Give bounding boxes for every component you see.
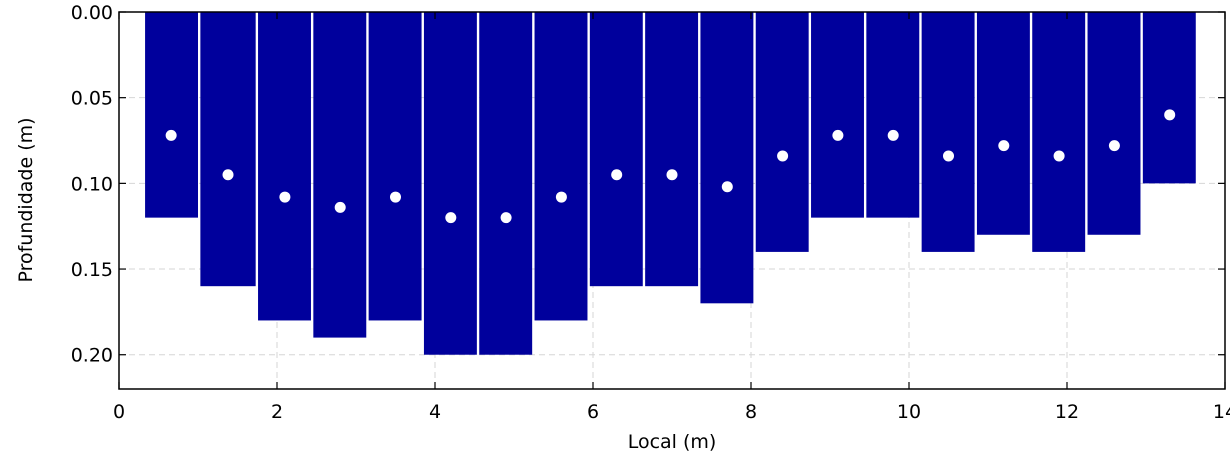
bar-series bbox=[145, 12, 1196, 355]
depth-point-7 bbox=[500, 212, 512, 224]
y-tick-label: 0.15 bbox=[71, 259, 113, 281]
depth-point-14 bbox=[887, 129, 899, 141]
x-tick-label: 10 bbox=[897, 401, 921, 423]
depth-bar-14 bbox=[866, 12, 920, 218]
depth-bar-10 bbox=[645, 12, 699, 287]
depth-point-6 bbox=[445, 212, 457, 224]
depth-bar-1 bbox=[145, 12, 198, 218]
depth-bar-19 bbox=[1142, 12, 1196, 184]
depth-point-2 bbox=[222, 169, 234, 181]
x-tick-label: 2 bbox=[271, 401, 283, 423]
x-tick-label: 4 bbox=[429, 401, 441, 423]
point-series bbox=[165, 109, 1176, 224]
depth-point-8 bbox=[555, 191, 567, 203]
y-axis-title: Profundidade (m) bbox=[15, 117, 37, 282]
depth-point-19 bbox=[1164, 109, 1176, 121]
y-tick-label: 0.10 bbox=[71, 173, 113, 195]
y-tick-label: 0.20 bbox=[71, 345, 113, 367]
depth-point-9 bbox=[611, 169, 623, 181]
depth-bar-5 bbox=[368, 12, 422, 321]
depth-bar-8 bbox=[534, 12, 588, 321]
depth-point-4 bbox=[334, 201, 346, 213]
y-tick-label: 0.05 bbox=[71, 88, 113, 110]
depth-point-3 bbox=[279, 191, 291, 203]
x-tick-label: 14 bbox=[1213, 401, 1230, 423]
x-axis-ticks: 0 2 4 6 8 10 12 14 bbox=[113, 12, 1230, 423]
depth-bar-18 bbox=[1087, 12, 1141, 235]
depth-bar-9 bbox=[589, 12, 643, 287]
y-tick-label: 0.00 bbox=[71, 2, 113, 24]
depth-bar-6 bbox=[423, 12, 477, 355]
x-tick-label: 8 bbox=[745, 401, 757, 423]
depth-bar-2 bbox=[200, 12, 256, 287]
depth-bar-3 bbox=[258, 12, 311, 321]
depth-point-18 bbox=[1108, 140, 1120, 152]
depth-bar-17 bbox=[1032, 12, 1086, 252]
depth-point-13 bbox=[832, 129, 844, 141]
depth-point-15 bbox=[943, 150, 954, 162]
depth-point-17 bbox=[1053, 150, 1065, 162]
x-tick-label: 12 bbox=[1055, 401, 1079, 423]
depth-bar-15 bbox=[921, 12, 975, 252]
x-tick-label: 6 bbox=[587, 401, 599, 423]
depth-point-10 bbox=[666, 169, 678, 181]
depth-point-1 bbox=[165, 129, 177, 141]
depth-bar-16 bbox=[976, 12, 1030, 235]
depth-bar-12 bbox=[755, 12, 809, 252]
depth-point-16 bbox=[998, 140, 1010, 152]
plot-frame bbox=[118, 11, 1226, 390]
x-axis-title: Local (m) bbox=[628, 431, 717, 453]
y-axis-ticks: 0.00 0.05 0.10 0.15 0.20 bbox=[71, 2, 1225, 367]
depth-point-12 bbox=[777, 150, 789, 162]
depth-bar-4 bbox=[313, 12, 367, 338]
depth-bar-13 bbox=[811, 12, 864, 218]
depth-point-11 bbox=[721, 181, 733, 193]
depth-point-5 bbox=[390, 191, 401, 203]
depth-bar-7 bbox=[479, 12, 533, 355]
depth-bar-11 bbox=[700, 12, 754, 304]
x-tick-label: 0 bbox=[113, 401, 125, 423]
